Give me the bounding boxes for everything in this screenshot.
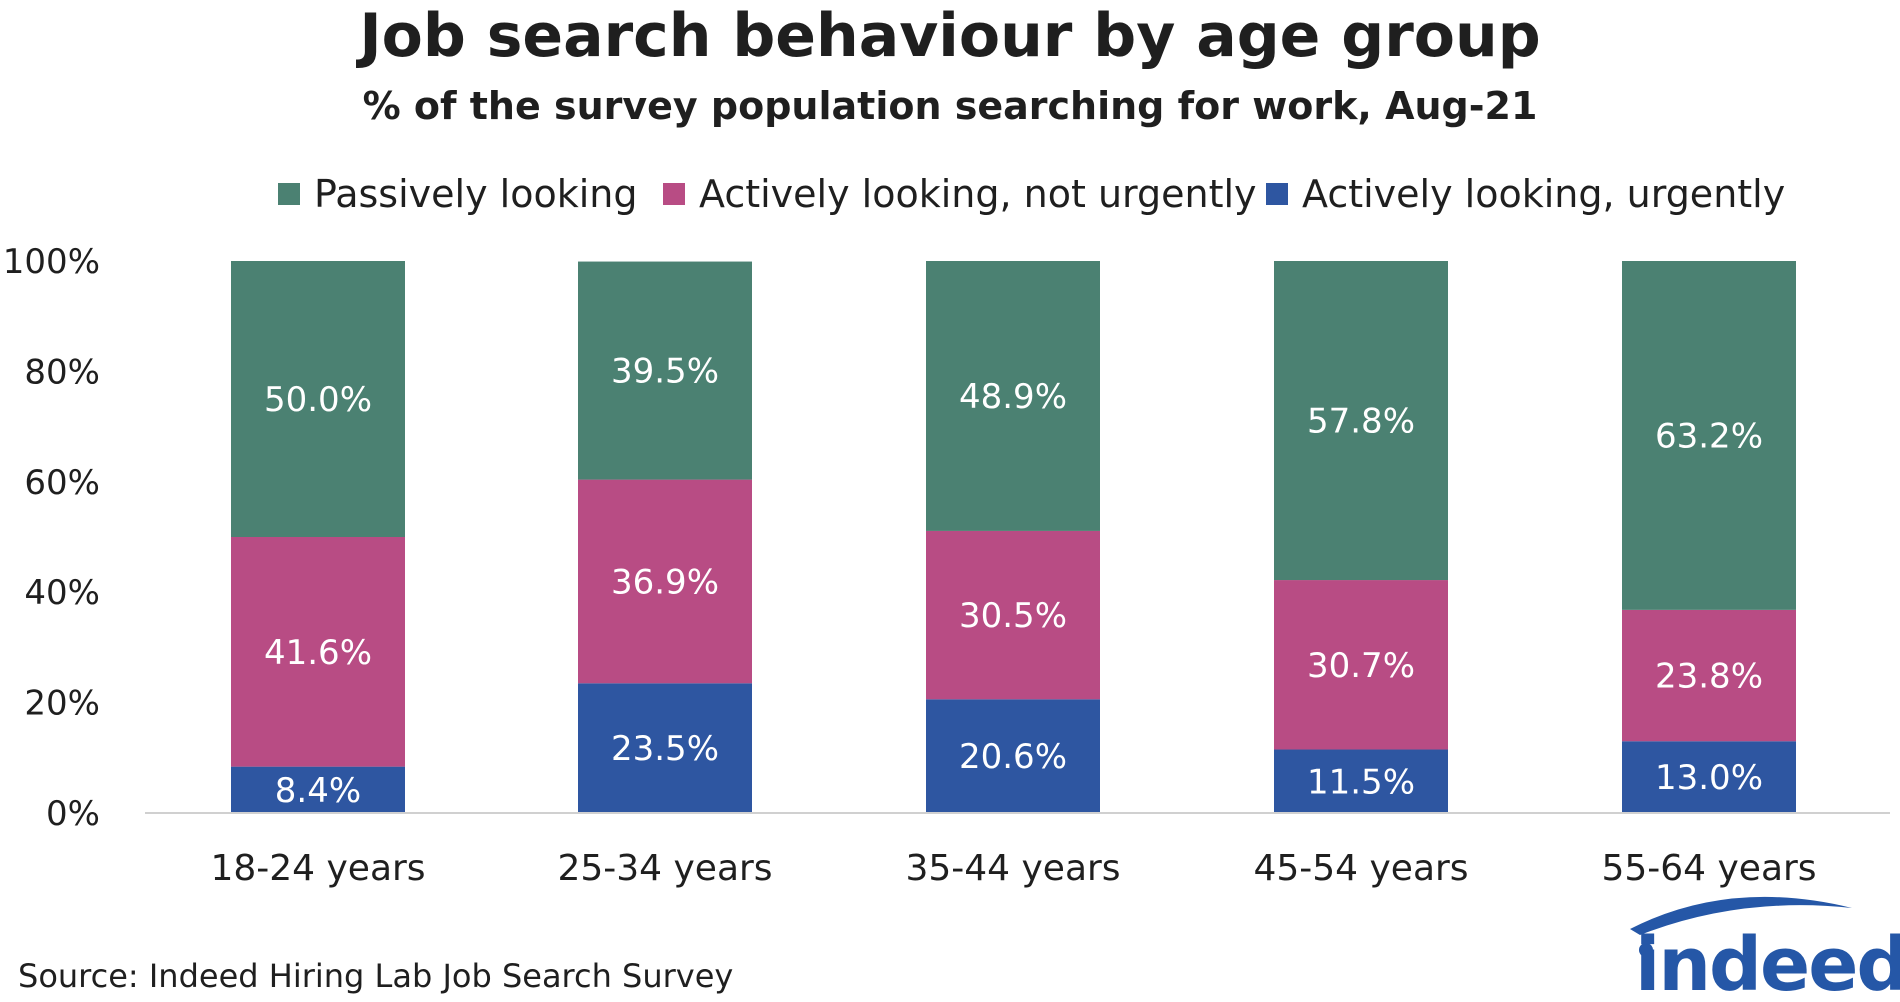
data-label: 23.8% [1655,657,1763,697]
bar-segment [1622,261,1796,610]
x-tick-label: 18-24 years [210,848,425,889]
y-tick-label: 80% [24,352,100,392]
data-label: 30.7% [1307,646,1415,686]
data-label: 8.4% [275,771,361,811]
bar-segment [926,699,1100,813]
legend-swatch [278,183,300,205]
bar-segment [231,766,405,813]
data-label: 36.9% [611,562,719,602]
data-label: 39.5% [611,352,719,392]
source-note: Source: Indeed Hiring Lab Job Search Sur… [18,957,733,995]
bar-segment [578,479,752,684]
data-label: 50.0% [264,380,372,420]
x-tick-label: 25-34 years [557,848,772,889]
bar-segment [1274,261,1448,581]
indeed-logo: indeed [1630,896,1900,1002]
bar-stack: 23.5% 36.9% 39.5% [578,261,752,813]
legend-label: Passively looking [314,172,637,216]
chart-title: Job search behaviour by age group [355,1,1540,71]
chart-subtitle: % of the survey population searching for… [363,84,1538,128]
bar-segment [578,261,752,480]
data-label: 13.0% [1655,758,1763,798]
y-tick-label: 60% [24,463,100,503]
x-axis: 18-24 years 25-34 years 35-44 years 45-54 y… [210,848,1816,889]
legend-label: Actively looking, not urgently [699,172,1257,216]
logo-text: indeed [1635,922,1900,1002]
data-label: 63.2% [1655,416,1763,456]
bar-segment [1622,609,1796,742]
bar-stack: 11.5% 30.7% 57.8% [1274,261,1448,813]
legend-item: Actively looking, urgently [1266,172,1785,216]
bar-segment [231,261,405,537]
bar-segment [578,683,752,813]
y-tick-label: 20% [24,684,100,724]
x-tick-label: 35-44 years [905,848,1120,889]
y-tick-label: 100% [3,242,100,282]
bar-stack: 20.6% 30.5% 48.9% [926,261,1100,813]
data-label: 11.5% [1307,762,1415,802]
y-tick-label: 40% [24,573,100,613]
bar-segment [1274,749,1448,813]
bar-stack: 8.4% 41.6% 50.0% [231,261,405,813]
bar-segment [926,530,1100,700]
bar-segment [231,537,405,767]
legend-swatch [663,183,685,205]
bar-segment [1274,580,1448,750]
bar-segment [926,261,1100,531]
bars: 8.4% 41.6% 50.0% 23.5% 36.9% 39.5% 20.6% 30.5% 4… [231,261,1796,813]
x-tick-label: 55-64 years [1601,848,1816,889]
legend-item: Actively looking, not urgently [663,172,1257,216]
data-label: 48.9% [959,377,1067,417]
data-label: 57.8% [1307,402,1415,442]
legend: Passively looking Actively looking, not u… [278,172,1785,216]
data-label: 20.6% [959,737,1067,777]
legend-label: Actively looking, urgently [1302,172,1785,216]
legend-swatch [1266,183,1288,205]
data-label: 23.5% [611,729,719,769]
bar-stack: 13.0% 23.8% 63.2% [1622,261,1796,813]
logo-dot-icon [1639,943,1653,957]
y-axis: 0% 20% 40% 60% 80% 100% [3,242,100,834]
data-label: 41.6% [264,633,372,673]
y-tick-label: 0% [46,794,100,834]
logo-swoosh-icon [1630,896,1852,935]
data-label: 30.5% [959,596,1067,636]
legend-item: Passively looking [278,172,637,216]
bar-segment [1622,741,1796,813]
x-tick-label: 45-54 years [1253,848,1468,889]
